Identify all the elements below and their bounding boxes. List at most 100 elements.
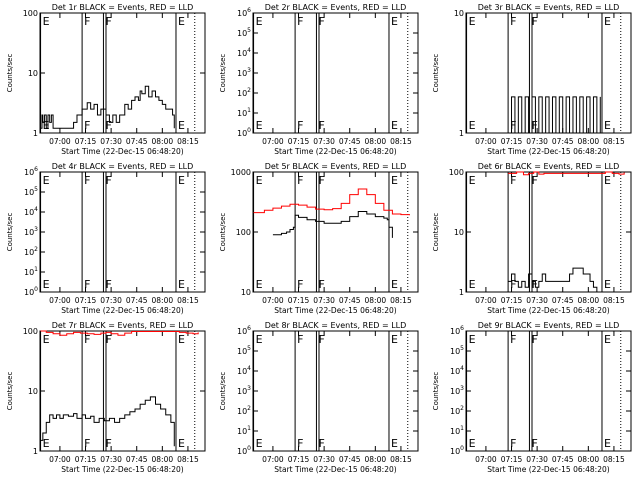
chart-panel: Det 2r BLACK = Events, RED = LLD 100 101 10…	[219, 3, 419, 156]
y-tick-label: 104	[237, 47, 251, 58]
y-axis-label: Counts/sec	[219, 372, 227, 411]
marker-label: E	[256, 333, 263, 346]
x-tick-label: 08:00	[578, 296, 600, 305]
plot-frame	[465, 330, 632, 452]
marker-label: E	[391, 174, 398, 187]
marker-label: E	[391, 278, 398, 291]
x-tick-label: 07:00	[262, 296, 284, 305]
y-tick-label: 100	[23, 9, 38, 18]
marker-label: F	[531, 437, 537, 450]
y-tick-label: 103	[237, 385, 251, 396]
x-tick-label: 08:00	[152, 137, 174, 146]
marker-label: E	[469, 15, 476, 28]
marker-label: E	[604, 174, 611, 187]
chart-panel: Det 4r BLACK = Events, RED = LLD 100 101 10…	[6, 162, 206, 315]
x-axis-label: Start Time (22-Dec-15 06:48:20)	[274, 465, 396, 474]
x-tick-label: 07:30	[100, 296, 122, 305]
marker-label: E	[604, 15, 611, 28]
chart-panel: Det 6r BLACK = Events, RED = LLD 1 10 100 Co…	[432, 162, 632, 315]
marker-label: E	[178, 333, 185, 346]
marker-label: F	[318, 15, 324, 28]
marker-label: E	[256, 15, 263, 28]
marker-label: E	[178, 119, 185, 132]
x-axis-label: Start Time (22-Dec-15 06:48:20)	[274, 306, 396, 315]
x-tick-label: 08:15	[603, 455, 625, 464]
marker-label: E	[604, 333, 611, 346]
marker-label: F	[297, 278, 303, 291]
marker-label: E	[178, 174, 185, 187]
events-series-line	[40, 396, 175, 447]
plot-frame	[252, 171, 419, 293]
marker-label: F	[84, 119, 90, 132]
x-tick-label: 08:15	[603, 137, 625, 146]
x-tick-label: 07:45	[126, 137, 148, 146]
x-tick-label: 08:00	[578, 455, 600, 464]
marker-label: F	[297, 15, 303, 28]
y-tick-label: 100	[23, 327, 38, 336]
y-tick-label: 100	[449, 168, 464, 177]
x-tick-label: 08:15	[390, 455, 412, 464]
y-tick-label: 100	[236, 228, 251, 237]
x-tick-label: 08:00	[578, 137, 600, 146]
x-tick-label: 07:45	[339, 137, 361, 146]
x-tick-label: 08:15	[390, 296, 412, 305]
marker-label: F	[531, 278, 537, 291]
x-tick-label: 07:45	[126, 455, 148, 464]
y-tick-label: 103	[237, 67, 251, 78]
marker-label: E	[43, 174, 50, 187]
y-tick-label: 101	[24, 266, 38, 277]
chart-title: Det 9r BLACK = Events, RED = LLD	[478, 321, 620, 330]
y-tick-label: 105	[450, 345, 464, 356]
x-tick-label: 07:30	[526, 296, 548, 305]
x-tick-label: 08:15	[177, 137, 199, 146]
x-tick-label: 07:45	[552, 137, 574, 146]
marker-label: E	[604, 278, 611, 291]
plot-frame	[465, 12, 632, 134]
marker-label: F	[510, 15, 516, 28]
x-axis-label: Start Time (22-Dec-15 06:48:20)	[61, 465, 183, 474]
chart-panel: Det 7r BLACK = Events, RED = LLD 1 10 100 Co…	[6, 321, 206, 474]
x-tick-label: 08:15	[177, 296, 199, 305]
x-axis-label: Start Time (22-Dec-15 06:48:20)	[487, 465, 609, 474]
y-axis-label: Counts/sec	[219, 54, 227, 93]
plot-frame	[252, 12, 419, 134]
x-tick-label: 07:15	[288, 455, 310, 464]
y-tick-label: 101	[237, 107, 251, 118]
x-tick-label: 07:45	[339, 455, 361, 464]
x-tick-label: 07:45	[126, 296, 148, 305]
marker-label: E	[256, 174, 263, 187]
chart-title: Det 5r BLACK = Events, RED = LLD	[265, 162, 407, 171]
chart-panel: Det 8r BLACK = Events, RED = LLD 100 101 10…	[219, 321, 419, 474]
marker-label: E	[43, 333, 50, 346]
marker-label: F	[531, 174, 537, 187]
x-axis-label: Start Time (22-Dec-15 06:48:20)	[274, 147, 396, 156]
y-tick-label: 100	[237, 445, 251, 456]
chart-panel: Det 9r BLACK = Events, RED = LLD 100 101 10…	[432, 321, 632, 474]
marker-label: E	[178, 437, 185, 450]
x-axis-label: Start Time (22-Dec-15 06:48:20)	[61, 147, 183, 156]
x-tick-label: 07:30	[100, 455, 122, 464]
x-tick-label: 08:15	[177, 455, 199, 464]
x-tick-label: 07:15	[501, 296, 523, 305]
marker-label: F	[510, 119, 516, 132]
x-axis-label: Start Time (22-Dec-15 06:48:20)	[487, 306, 609, 315]
lld-series-line	[40, 330, 199, 336]
y-tick-label: 10	[454, 228, 464, 237]
y-tick-label: 105	[24, 186, 38, 197]
marker-label: E	[391, 119, 398, 132]
x-tick-label: 07:15	[75, 137, 97, 146]
marker-label: E	[43, 278, 50, 291]
marker-label: F	[84, 174, 90, 187]
marker-label: F	[531, 333, 537, 346]
x-tick-label: 07:00	[49, 296, 71, 305]
marker-label: F	[297, 437, 303, 450]
marker-label: F	[531, 15, 537, 28]
x-tick-label: 07:15	[75, 455, 97, 464]
x-tick-label: 07:45	[339, 296, 361, 305]
marker-label: F	[84, 333, 90, 346]
x-tick-label: 08:00	[152, 296, 174, 305]
marker-label: E	[469, 437, 476, 450]
x-tick-label: 07:45	[552, 455, 574, 464]
x-tick-label: 08:00	[152, 455, 174, 464]
